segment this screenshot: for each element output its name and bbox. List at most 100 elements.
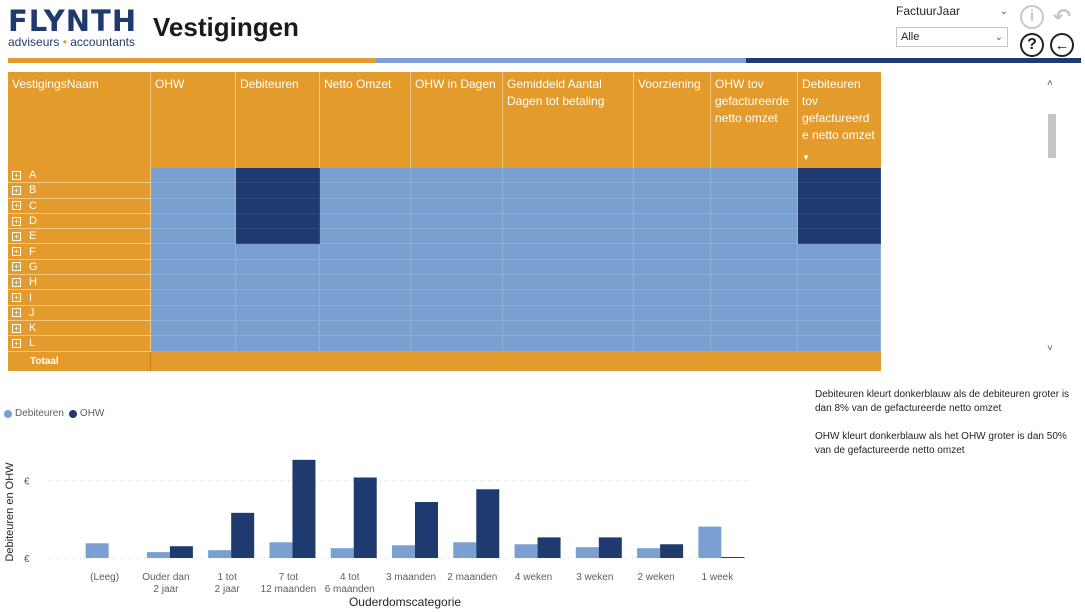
table-cell (320, 305, 411, 321)
column-header[interactable]: Voorziening (634, 72, 711, 168)
column-header[interactable]: Debiteuren tov gefactureerd e netto omze… (798, 72, 881, 168)
x-tick-label: Ouder dan 2 jaar (142, 572, 189, 595)
table-cell (320, 198, 411, 214)
slicer-header[interactable]: FactuurJaar ⌄ (896, 2, 1008, 20)
bar-debiteuren[interactable] (453, 542, 477, 558)
bar-ohw[interactable] (660, 544, 684, 558)
sort-descending-icon[interactable]: ▼ (802, 153, 810, 162)
bar-ohw[interactable] (292, 459, 316, 558)
x-tick-label: 2 maanden (447, 572, 497, 583)
column-header[interactable]: VestigingsNaam (8, 72, 151, 168)
column-header[interactable]: OHW (151, 72, 236, 168)
expand-icon[interactable]: + (12, 231, 21, 241)
table-cell (411, 229, 503, 245)
expand-icon[interactable]: + (12, 216, 21, 226)
row-label: I (29, 291, 33, 304)
scroll-up-icon[interactable]: ˄ (1047, 78, 1053, 89)
legend-debiteuren-label[interactable]: Debiteuren (15, 408, 64, 419)
help-icon[interactable]: ? (1020, 33, 1044, 57)
expand-icon[interactable]: + (12, 185, 21, 195)
bar-debiteuren[interactable] (208, 550, 232, 558)
expand-icon[interactable]: + (12, 170, 21, 180)
row-label: K (29, 322, 37, 335)
table-cell (711, 244, 798, 260)
table-cell (503, 244, 634, 260)
column-header[interactable]: Netto Omzet (320, 72, 411, 168)
table-scrollbar[interactable]: ˄ ˅ (1046, 72, 1058, 356)
chevron-down-icon[interactable]: ⌄ (999, 5, 1008, 17)
expand-icon[interactable]: + (12, 338, 21, 348)
flynth-logo: FLYNTH adviseurs • accountants (8, 4, 138, 52)
row-header-cell[interactable]: + E (8, 229, 151, 245)
table-cell (411, 183, 503, 199)
bar-ohw[interactable] (353, 477, 377, 558)
expand-icon[interactable]: + (12, 293, 21, 303)
bar-ohw[interactable] (598, 537, 622, 558)
bar-ohw[interactable] (169, 546, 193, 558)
table-cell (236, 229, 320, 245)
expand-icon[interactable]: + (12, 262, 21, 272)
bar-ohw[interactable] (476, 489, 500, 558)
row-header-cell[interactable]: + F (8, 244, 151, 260)
bar-debiteuren[interactable] (330, 548, 354, 558)
row-header-cell[interactable]: + D (8, 213, 151, 230)
table-cell (798, 305, 881, 321)
slicer-title: FactuurJaar (896, 4, 961, 18)
bar-debiteuren[interactable] (575, 547, 599, 558)
y-tick-label: € (24, 476, 30, 487)
expand-icon[interactable]: + (12, 247, 21, 257)
bar-debiteuren[interactable] (85, 543, 109, 558)
bar-debiteuren[interactable] (146, 552, 170, 558)
bar-ohw[interactable] (721, 557, 745, 558)
bar-ohw[interactable] (415, 502, 438, 558)
row-header-cell[interactable]: + G (8, 259, 151, 276)
bar-ohw[interactable] (537, 537, 561, 558)
table-cell (634, 290, 711, 306)
column-header[interactable]: Gemiddeld Aantal Dagen tot betaling (503, 72, 634, 168)
bar-ohw[interactable] (231, 512, 255, 558)
row-header-cell[interactable]: + C (8, 198, 151, 214)
table-cell (320, 320, 411, 337)
bar-debiteuren[interactable] (637, 548, 661, 558)
table-cell (236, 168, 320, 184)
column-header[interactable]: OHW tov gefactureerde netto omzet (711, 72, 798, 168)
chevron-down-icon[interactable]: ⌄ (994, 31, 1003, 43)
bar-debiteuren[interactable] (698, 526, 722, 558)
bar-debiteuren[interactable] (514, 544, 538, 558)
row-label: L (29, 337, 36, 350)
table-cell (236, 259, 320, 276)
x-tick-label: 3 maanden (386, 572, 436, 583)
slicer-dropdown[interactable]: Alle ⌄ (896, 27, 1008, 47)
info-icon[interactable]: i (1020, 5, 1044, 29)
table-cell (236, 320, 320, 337)
column-header[interactable]: OHW in Dagen (411, 72, 503, 168)
row-header-cell[interactable]: + L (8, 336, 151, 352)
table-cell (798, 229, 881, 245)
logo-tagline-right: accountants (70, 35, 135, 49)
expand-icon[interactable]: + (12, 201, 21, 211)
back-icon[interactable]: ← (1050, 33, 1074, 57)
table-row: + G (8, 259, 881, 276)
expand-icon[interactable]: + (12, 323, 21, 333)
bar-debiteuren[interactable] (392, 545, 415, 558)
row-header-cell[interactable]: + B (8, 183, 151, 199)
row-header-cell[interactable]: + A (8, 168, 151, 184)
table-cell (711, 320, 798, 337)
undo-icon[interactable]: ↶ (1052, 4, 1072, 29)
legend-ohw-label[interactable]: OHW (79, 408, 105, 419)
expand-icon[interactable]: + (12, 277, 21, 287)
table-cell (411, 213, 503, 230)
row-header-cell[interactable]: + K (8, 320, 151, 337)
scrollbar-thumb[interactable] (1048, 114, 1056, 158)
table-cell (236, 244, 320, 260)
row-header-cell[interactable]: + I (8, 290, 151, 306)
legend-ohw-marker (68, 409, 77, 418)
table-cell (711, 336, 798, 352)
expand-icon[interactable]: + (12, 308, 21, 318)
column-header[interactable]: Debiteuren (236, 72, 320, 168)
scroll-down-icon[interactable]: ˅ (1047, 343, 1053, 354)
row-label: A (29, 169, 37, 182)
bar-debiteuren[interactable] (269, 542, 293, 558)
row-header-cell[interactable]: + J (8, 305, 151, 321)
row-header-cell[interactable]: + H (8, 275, 151, 291)
